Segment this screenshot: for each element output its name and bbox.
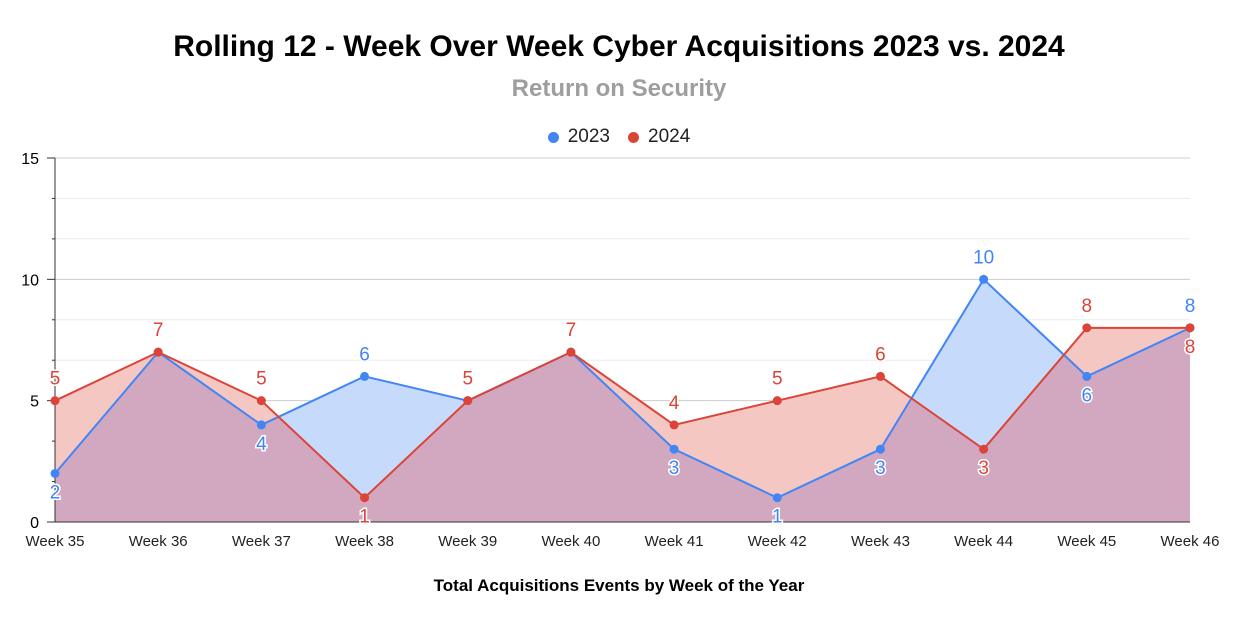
legend: 2023 2024 [0,126,1238,148]
chart-subtitle: Return on Security [511,75,727,102]
x-tick-label: Week 46 [1161,533,1220,550]
legend-marker-2024 [628,131,639,143]
data-point-2023 [772,493,782,503]
data-label-2023: 3 [875,458,886,479]
data-label-2023: 7 [153,320,164,341]
data-point-2024 [566,347,576,357]
data-point-2024 [1185,323,1195,333]
data-label-2024: 7 [153,320,164,341]
data-point-2024 [463,396,473,406]
x-tick-label: Week 36 [129,533,188,550]
legend-item-2024: 2024 [628,126,690,148]
data-label-2024: 6 [875,344,886,365]
x-tick-label: Week 45 [1057,533,1116,550]
data-point-2024 [50,396,60,406]
data-point-2024 [153,347,163,357]
x-tick-label: Week 35 [26,533,85,550]
y-tick-label: 15 [21,151,39,168]
x-tick-label: Week 41 [645,533,704,550]
x-tick-label: Week 44 [954,533,1013,550]
data-point-2024 [669,420,679,430]
data-label-2023: 10 [973,247,994,268]
x-axis-title: Total Acquisitions Events by Week of the… [433,576,805,595]
data-point-2023 [875,444,885,454]
y-tick-label: 0 [30,515,39,532]
x-tick-label: Week 40 [541,533,600,550]
data-point-2024 [875,371,885,381]
data-label-2024: 5 [256,369,267,390]
data-label-2024: 5 [772,369,783,390]
data-label-2024: 1 [359,507,370,528]
x-tick-label: Week 39 [438,533,497,550]
data-point-2023 [360,371,370,381]
x-tick-label: Week 43 [851,533,910,550]
data-label-2023: 1 [772,507,783,528]
x-tick-label: Week 42 [748,533,807,550]
data-label-2023: 6 [359,344,370,365]
data-label-2023: 5 [462,369,473,390]
data-label-2023: 4 [256,434,267,455]
data-label-2023: 2 [50,482,61,503]
data-point-2023 [256,420,266,430]
data-label-2024: 5 [462,369,473,390]
legend-label-2024: 2024 [648,126,691,147]
data-label-2024: 8 [1185,337,1196,358]
data-point-2024 [1082,323,1092,333]
data-point-2024 [360,493,370,503]
data-label-2024: 3 [978,458,989,479]
data-point-2023 [979,274,989,284]
y-tick-label: 5 [30,394,39,411]
chart-title: Rolling 12 - Week Over Week Cyber Acquis… [173,30,1065,63]
legend-item-2023: 2023 [547,126,610,148]
legend-marker-2023 [547,131,559,143]
data-label-2023: 3 [669,458,680,479]
x-tick-label: Week 37 [232,533,291,550]
data-point-2024 [979,444,989,454]
data-label-2024: 8 [1082,296,1093,317]
x-tick-label: Week 38 [335,533,394,550]
area-overlap [55,327,1190,522]
data-point-2024 [772,396,782,406]
data-point-2023 [1082,371,1092,381]
series-line-2023 [54,277,1191,499]
data-label-2023: 7 [566,320,577,341]
data-label-2024: 4 [669,393,680,414]
series-line-2024 [54,326,1190,500]
data-point-2023 [669,444,679,454]
data-label-2024: 7 [566,320,577,341]
data-label-2024: 5 [50,369,61,390]
y-tick-label: 10 [21,272,39,289]
data-label-2023: 8 [1185,296,1196,317]
legend-label-2023: 2023 [567,126,610,147]
data-label-2023: 6 [1082,385,1093,406]
data-point-2024 [256,396,266,406]
data-point-2023 [50,468,60,478]
